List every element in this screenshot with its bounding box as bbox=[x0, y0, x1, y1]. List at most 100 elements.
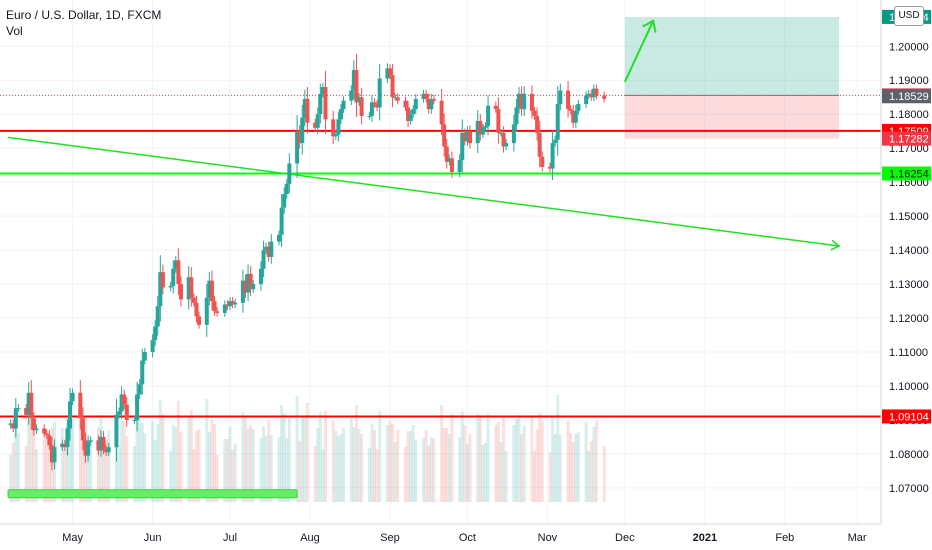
volume-bar bbox=[535, 429, 539, 502]
volume-bar bbox=[24, 446, 28, 502]
candle-body bbox=[511, 124, 516, 144]
volume-bar bbox=[45, 433, 49, 502]
volume-bar bbox=[321, 449, 325, 502]
candle-body bbox=[124, 404, 129, 420]
volume-bar bbox=[246, 429, 250, 502]
position-target-zone bbox=[624, 17, 840, 96]
candle-body bbox=[176, 260, 181, 285]
candle-body bbox=[498, 132, 503, 134]
volume-bar bbox=[243, 416, 247, 502]
time-tick-label: 2021 bbox=[693, 532, 717, 544]
price-tick-label: 1.10000 bbox=[889, 381, 929, 393]
candle-body bbox=[320, 87, 325, 94]
price-tick-label: 1.18000 bbox=[889, 109, 929, 121]
volume-bar bbox=[318, 412, 322, 502]
candle-body bbox=[197, 316, 202, 325]
candle-body bbox=[571, 110, 576, 123]
volume-bar bbox=[483, 443, 487, 502]
volume-bar bbox=[496, 422, 500, 502]
candle-body bbox=[566, 90, 571, 110]
candle-body bbox=[269, 241, 274, 257]
volume-bar bbox=[530, 416, 534, 502]
candle-body bbox=[297, 131, 302, 144]
volume-bar bbox=[566, 421, 570, 502]
candle-body bbox=[413, 98, 418, 110]
time-tick-label: Sep bbox=[380, 532, 400, 544]
trend-line-arrowhead bbox=[830, 239, 841, 251]
candle-body bbox=[558, 90, 563, 105]
volume-bar bbox=[584, 422, 588, 502]
time-tick-label: Oct bbox=[459, 532, 476, 544]
volume-bar bbox=[393, 442, 397, 502]
volume-bar bbox=[295, 396, 299, 502]
candle-body bbox=[29, 392, 34, 419]
candle-body bbox=[24, 408, 29, 415]
candle-body bbox=[117, 411, 122, 415]
volume-bar bbox=[313, 446, 317, 502]
candle-body bbox=[261, 250, 266, 269]
volume-bar bbox=[89, 445, 93, 502]
candle-body bbox=[483, 126, 488, 128]
volume-bar bbox=[104, 440, 108, 502]
candle-body bbox=[62, 443, 67, 448]
candle-body bbox=[282, 194, 287, 208]
price-tick-label: 1.17000 bbox=[889, 143, 929, 155]
candle-body bbox=[248, 273, 253, 290]
candle-body bbox=[331, 119, 336, 137]
candle-body bbox=[586, 93, 591, 96]
candle-body bbox=[160, 272, 165, 288]
volume-bar bbox=[502, 418, 506, 502]
volume-bar bbox=[32, 416, 36, 502]
price-label-badge bbox=[882, 131, 931, 146]
candle-body bbox=[68, 401, 72, 429]
volume-bar bbox=[331, 421, 335, 502]
time-tick-label: Dec bbox=[615, 532, 635, 544]
volume-bar bbox=[63, 449, 67, 502]
currency-button[interactable]: USD bbox=[894, 6, 924, 26]
volume-bar bbox=[99, 415, 103, 502]
volume-bar bbox=[27, 420, 31, 502]
volume-bar bbox=[378, 411, 382, 502]
candle-body bbox=[132, 419, 137, 421]
candle-body bbox=[465, 131, 470, 142]
volume-bar bbox=[494, 425, 498, 502]
volume-bar bbox=[225, 439, 229, 502]
candle-body bbox=[367, 115, 372, 117]
candle-body bbox=[501, 132, 506, 147]
candle-body bbox=[426, 98, 431, 110]
volume-bar bbox=[280, 405, 284, 502]
candle-body bbox=[372, 102, 377, 105]
volume-bar bbox=[298, 441, 302, 502]
volume-bar bbox=[427, 445, 431, 502]
candle-body bbox=[277, 234, 282, 242]
candle-body bbox=[336, 119, 341, 135]
candle-body bbox=[431, 98, 436, 101]
candle-body bbox=[207, 280, 212, 298]
candle-body bbox=[246, 273, 251, 293]
candle-body bbox=[173, 260, 178, 269]
support-bar bbox=[7, 489, 298, 499]
candle-body bbox=[357, 97, 362, 103]
candle-body bbox=[302, 98, 307, 118]
candle-body bbox=[42, 428, 47, 434]
candle-body bbox=[349, 90, 354, 101]
volume-bar bbox=[522, 426, 526, 502]
time-tick-label: Aug bbox=[300, 532, 320, 544]
candle-body bbox=[142, 352, 147, 361]
volume-bar bbox=[78, 420, 82, 502]
candle-body bbox=[555, 104, 560, 140]
candle-body bbox=[47, 435, 52, 446]
candle-body bbox=[390, 75, 395, 98]
volume-bar bbox=[151, 421, 155, 502]
candle-body bbox=[150, 340, 155, 353]
volume-bar bbox=[241, 412, 245, 502]
volume-bar bbox=[424, 430, 428, 502]
price-tick-label: 1.14000 bbox=[889, 245, 929, 257]
volume-bar bbox=[373, 430, 377, 502]
candle-body bbox=[158, 272, 163, 307]
volume-bar bbox=[102, 438, 106, 502]
candle-body bbox=[65, 428, 70, 448]
volume-bar bbox=[120, 421, 124, 502]
price-tick-label: 1.07000 bbox=[889, 483, 929, 495]
